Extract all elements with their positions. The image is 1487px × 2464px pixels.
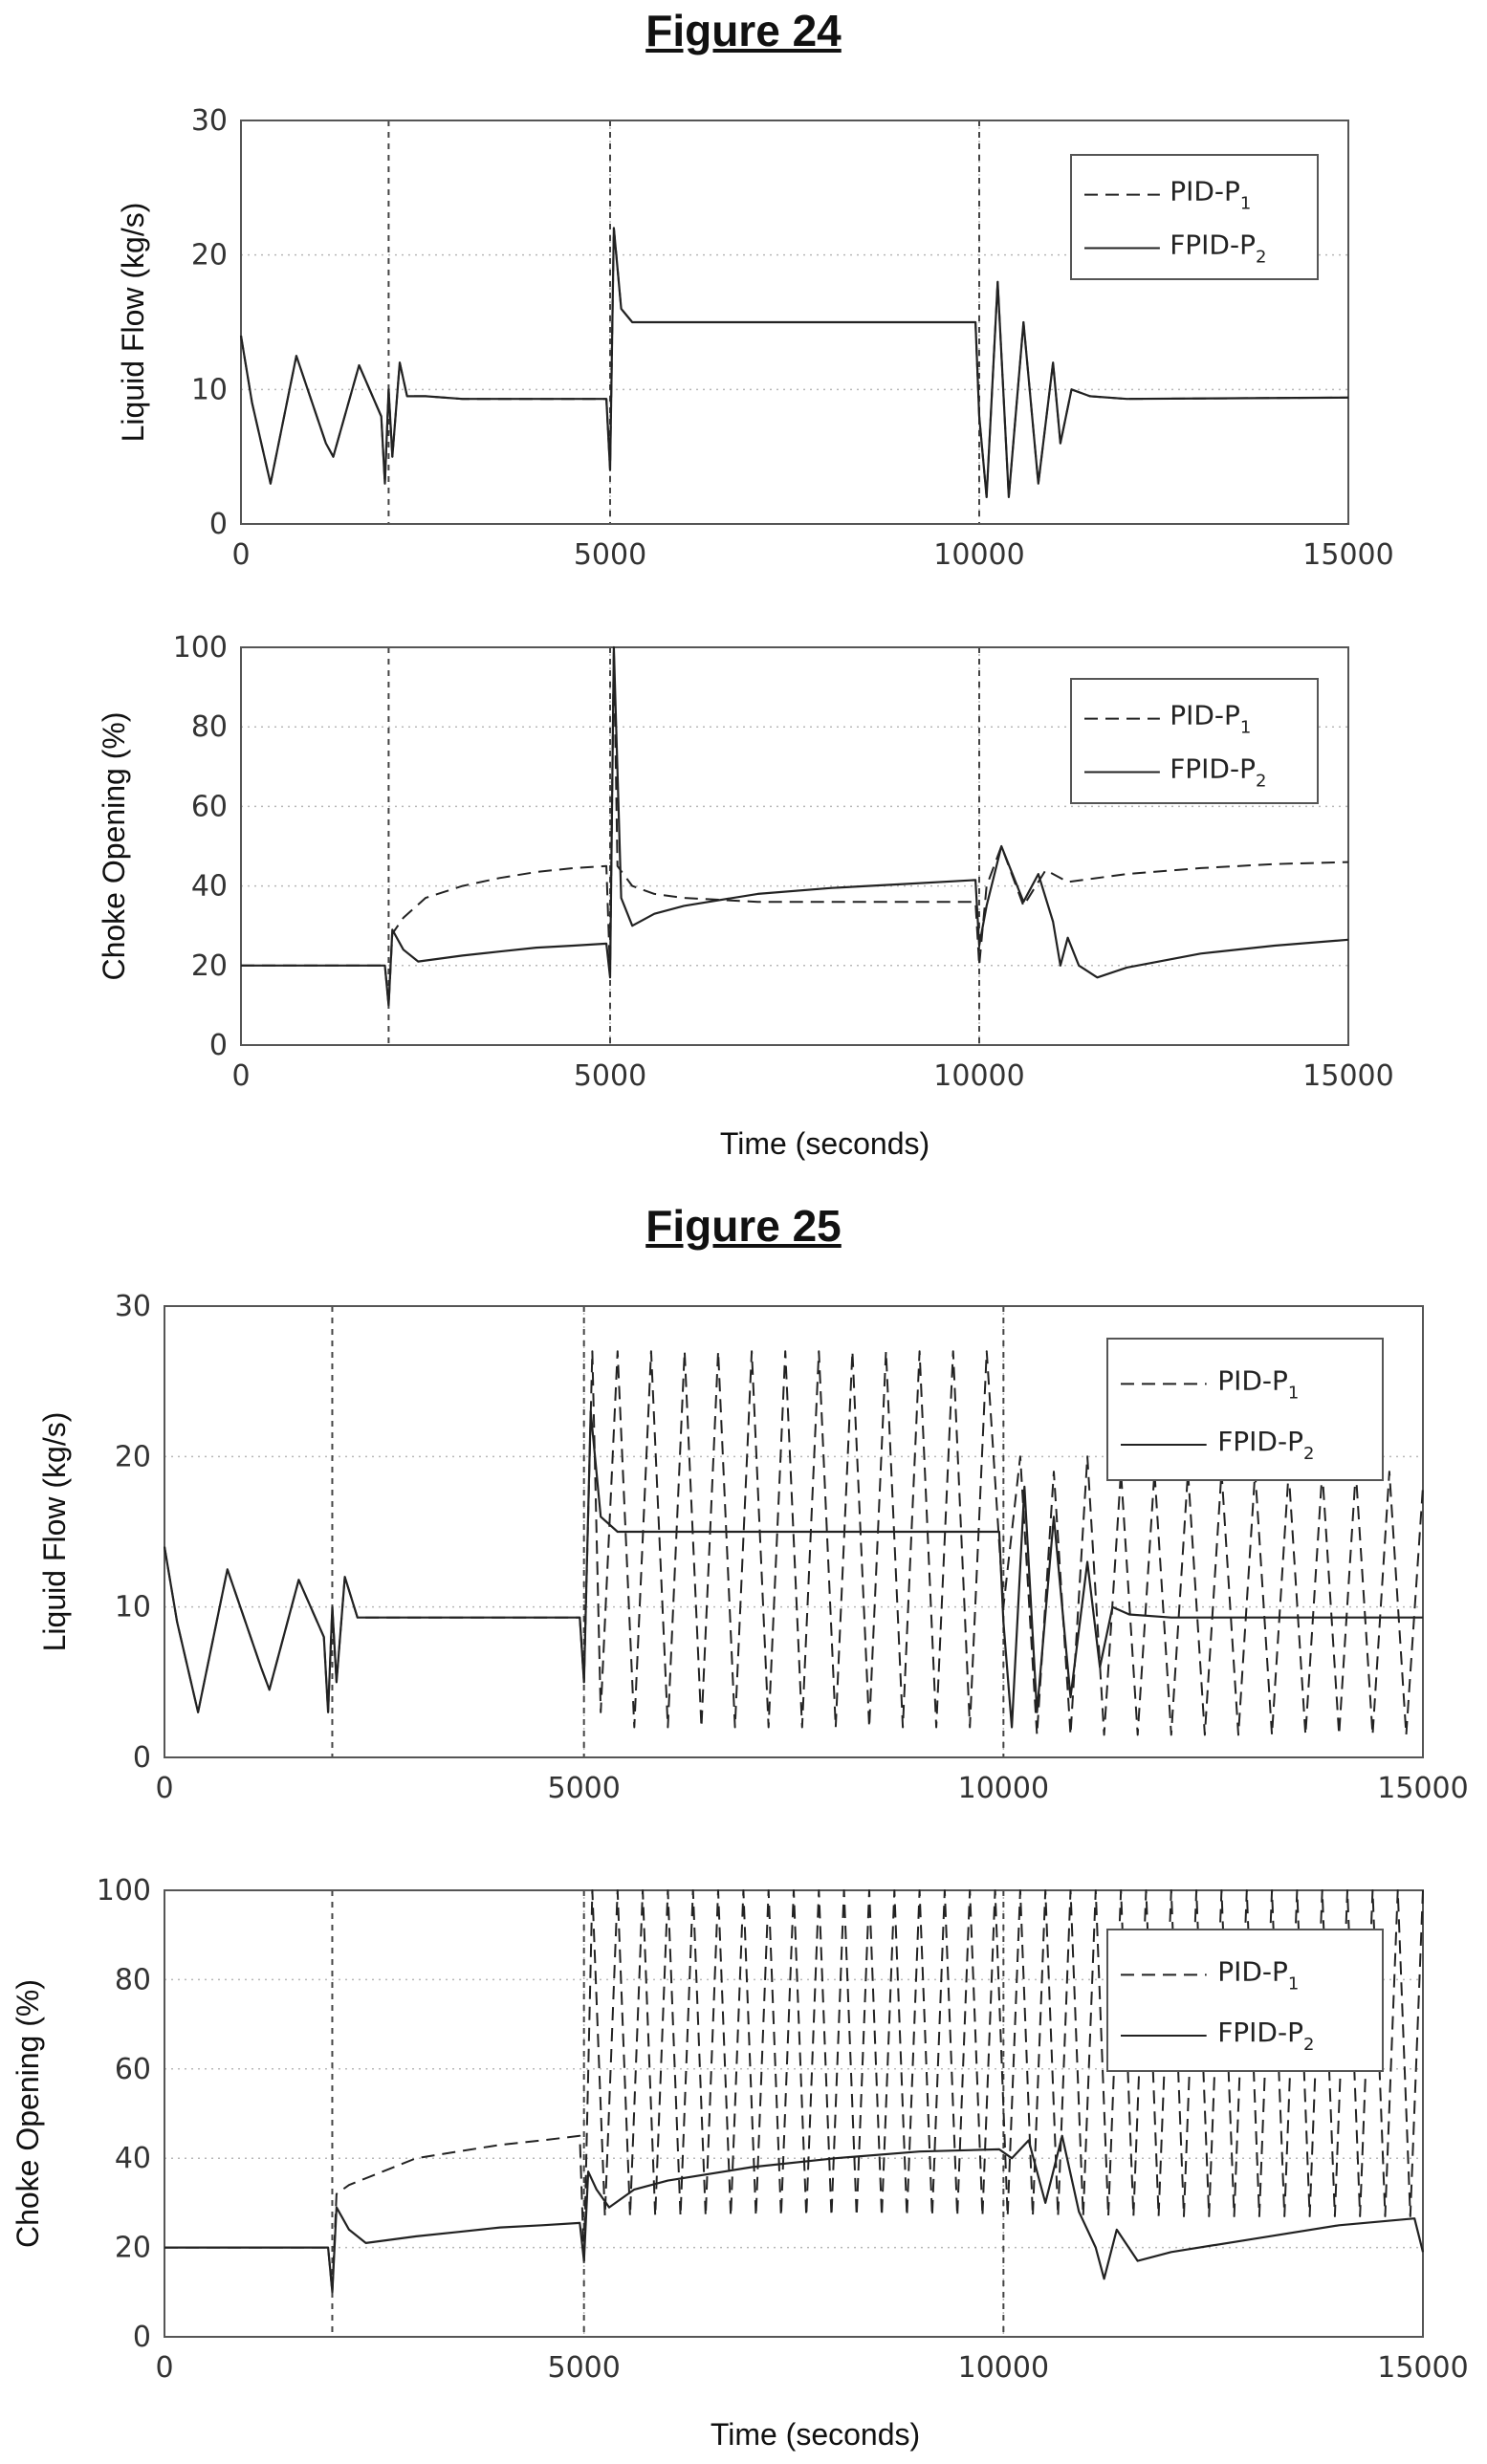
y-tick-label: 80 [191, 710, 228, 744]
x-tick-label: 5000 [547, 2351, 620, 2385]
y-tick-label: 100 [97, 1874, 151, 1908]
legend-entry-subscript: 2 [1256, 772, 1266, 792]
legend-box [1070, 678, 1319, 804]
y-tick-label: 10 [191, 373, 228, 406]
legend-entry-subscript: 2 [1303, 2035, 1314, 2055]
y-tick-label: 80 [115, 1963, 151, 1996]
legend-entry-label: FPID-P2 [1217, 2017, 1314, 2055]
legend-entry-base: PID-P [1170, 176, 1240, 207]
y-tick-label: 0 [209, 508, 228, 541]
y-tick-label: 30 [115, 1290, 151, 1323]
plot-frame [164, 1889, 1424, 2338]
series-line-pid-p1 [164, 1350, 1424, 1736]
x-tick-label: 15000 [1377, 2351, 1468, 2385]
chart-panel-2: 0 5000 10000 15000 0 10 20 30 Liquid Flow (kg/s)… [37, 1290, 1469, 1805]
figure-24-title: Figure 24 [645, 6, 842, 55]
chart-panel-3: 0 5000 10000 15000 0 20 40 60 80 100 Choke Opening… [11, 1874, 1469, 2385]
x-tick-label: 10000 [958, 2351, 1049, 2385]
x-tick-label: 10000 [933, 1059, 1024, 1093]
x-tick-label: 0 [155, 2351, 173, 2385]
figure-25-x-axis-label: Time (seconds) [710, 2417, 921, 2452]
legend-entry-label: PID-P1 [1217, 1364, 1299, 1403]
y-tick-label: 40 [115, 2142, 151, 2175]
legend-box [1070, 154, 1319, 280]
legend-entry-label: FPID-P2 [1217, 1426, 1314, 1464]
y-tick-label: 0 [133, 1741, 151, 1775]
x-tick-label: 10000 [958, 1772, 1049, 1805]
y-axis-label: Liquid Flow (kg/s) [37, 1412, 72, 1652]
legend-entry-label: FPID-P2 [1170, 753, 1266, 792]
legend-entry-base: FPID-P [1170, 229, 1256, 261]
legend-entry-label: FPID-P2 [1170, 229, 1266, 268]
x-tick-label: 15000 [1302, 1059, 1393, 1093]
y-axis-label: Choke Opening (%) [11, 1979, 45, 2248]
legend-entry-base: FPID-P [1217, 2017, 1303, 2048]
legend-entry-label: PID-P1 [1170, 700, 1251, 738]
x-tick-label: 0 [231, 1059, 250, 1093]
series-line-pid-p1 [241, 646, 1349, 1007]
legend-entry-base: PID-P [1217, 1955, 1288, 1987]
legend-entry-base: PID-P [1217, 1364, 1288, 1396]
legend-entry-label: PID-P1 [1217, 1955, 1299, 1994]
x-tick-label: 10000 [933, 538, 1024, 572]
legend-entry-subscript: 2 [1303, 1444, 1314, 1464]
y-tick-label: 60 [115, 2053, 151, 2086]
y-tick-label: 40 [191, 870, 228, 904]
legend-entry-base: PID-P [1170, 700, 1240, 731]
legend-entry-subscript: 1 [1240, 718, 1251, 738]
chart-panel-0: 0 5000 10000 15000 0 10 20 30 Liquid Flow (kg/s)… [116, 104, 1394, 572]
x-tick-label: 0 [155, 1772, 173, 1805]
series-line-pid-p1 [240, 227, 1349, 498]
x-tick-label: 5000 [574, 1059, 646, 1093]
y-tick-label: 0 [133, 2321, 151, 2354]
x-tick-label: 5000 [574, 538, 646, 572]
legend-entry-subscript: 1 [1288, 1383, 1299, 1403]
series-line-pid-p1 [164, 1889, 1424, 2294]
legend-entry-label: PID-P1 [1170, 176, 1251, 214]
legend-entry-subscript: 1 [1240, 194, 1251, 214]
series-line-fpid-p2 [164, 2134, 1425, 2294]
y-tick-label: 20 [115, 1440, 151, 1473]
series-line-fpid-p2 [163, 1409, 1423, 1729]
legend-entry-base: FPID-P [1170, 753, 1256, 785]
legend-box [1106, 1338, 1384, 1481]
series-line-fpid-p2 [241, 645, 1349, 1007]
y-tick-label: 30 [191, 104, 228, 138]
legend-box [1106, 1929, 1384, 2072]
series-line-fpid-p2 [239, 227, 1349, 499]
x-tick-label: 5000 [547, 1772, 620, 1805]
plot-frame [240, 646, 1349, 1046]
figure-24-x-axis-label: Time (seconds) [719, 1126, 930, 1161]
y-tick-label: 20 [191, 239, 228, 273]
y-axis-label: Liquid Flow (kg/s) [116, 203, 150, 443]
legend-entry-base: FPID-P [1217, 1426, 1303, 1457]
x-tick-label: 0 [231, 538, 250, 572]
chart-panel-1: 0 5000 10000 15000 0 20 40 60 80 100 Choke Opening… [97, 631, 1394, 1093]
y-tick-label: 10 [115, 1591, 151, 1624]
y-tick-label: 0 [209, 1029, 228, 1062]
y-tick-label: 20 [115, 2232, 151, 2265]
y-tick-label: 100 [173, 631, 228, 665]
plot-frame [164, 1305, 1424, 1758]
y-axis-label: Choke Opening (%) [97, 711, 131, 980]
x-tick-label: 15000 [1377, 1772, 1468, 1805]
plot-frame [240, 120, 1349, 525]
y-tick-label: 60 [191, 790, 228, 823]
legend-entry-subscript: 2 [1256, 248, 1266, 268]
figure-25-title: Figure 25 [645, 1201, 842, 1251]
legend-entry-subscript: 1 [1288, 1973, 1299, 1994]
y-tick-label: 20 [191, 949, 228, 983]
x-tick-label: 15000 [1302, 538, 1393, 572]
